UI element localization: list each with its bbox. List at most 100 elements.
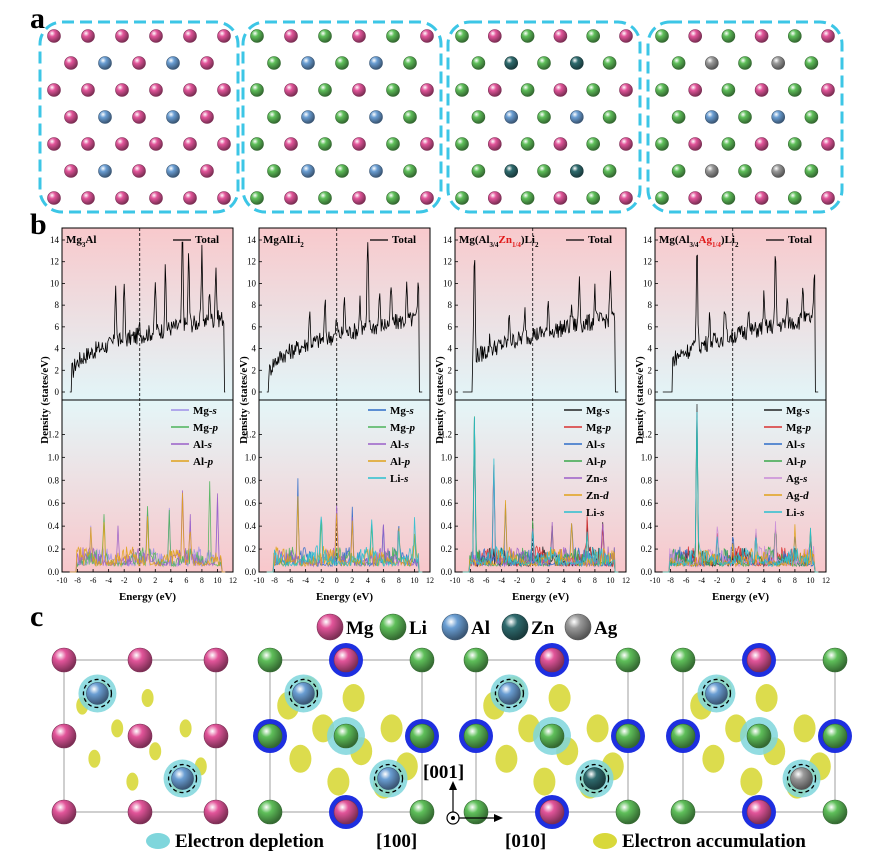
- ytick-label: 0: [252, 387, 257, 397]
- accumulation-lobe: [495, 744, 518, 773]
- atom-mg: [81, 137, 95, 151]
- atom-li: [318, 191, 332, 205]
- atom-mg: [619, 137, 633, 151]
- atom-al: [369, 56, 383, 70]
- atom-mg: [821, 137, 835, 151]
- xtick-label: -8: [467, 576, 474, 585]
- legend-element: Mg-: [586, 405, 606, 417]
- atom-mg: [821, 83, 835, 97]
- accumulation-lobe: [740, 767, 763, 796]
- legend-element: Mg-: [786, 422, 806, 434]
- legend-label-li-s: Li-s: [786, 507, 804, 519]
- ytick-label: 0.8: [641, 475, 653, 485]
- title-part: 2: [300, 241, 304, 249]
- atom-mg: [619, 191, 633, 205]
- ytick-label: 1.2: [245, 429, 256, 439]
- atom-li: [804, 56, 819, 70]
- atom-mg: [217, 29, 231, 43]
- ytick-label: 0.4: [441, 521, 453, 531]
- legend-orbital: s: [605, 405, 610, 417]
- atom-mg: [200, 164, 214, 178]
- ytick-label: 8: [648, 300, 653, 310]
- atom-mg: [200, 56, 214, 70]
- ytick-label: 2: [55, 365, 60, 375]
- atom-mg: [64, 110, 78, 124]
- xtick-label: 6: [381, 576, 385, 585]
- atom-li: [257, 647, 283, 673]
- atom-mg: [688, 29, 703, 43]
- atom-al: [301, 110, 315, 124]
- atom-ag: [771, 56, 786, 70]
- legend-element: Li-: [586, 507, 600, 519]
- xtick-label: 2: [153, 576, 157, 585]
- xtick-label: -10: [650, 576, 661, 585]
- ytick-label: 10: [643, 278, 653, 288]
- xtick-label: 2: [746, 576, 750, 585]
- atom-li: [537, 56, 551, 70]
- legend-element: Al-: [786, 439, 801, 451]
- atom-mg: [487, 29, 502, 43]
- title-part: )Li: [521, 234, 535, 246]
- atom-li: [615, 647, 641, 673]
- atom-mg: [217, 137, 231, 151]
- title-part: Mg(Al: [459, 234, 490, 246]
- legend-ball-ag: [564, 613, 592, 641]
- legend-element-ag: Ag: [594, 618, 618, 639]
- atom-li: [671, 110, 686, 124]
- atom-li: [721, 83, 736, 97]
- ytick-label: 0.8: [48, 475, 60, 485]
- atom-li: [670, 723, 696, 749]
- legend-label-al-s: Al-s: [586, 439, 605, 451]
- atom-mg: [688, 83, 703, 97]
- lattice-box-1: [38, 20, 240, 214]
- atom-li: [520, 191, 535, 205]
- atom-mg: [688, 191, 703, 205]
- dos-panel-1: 0 2 4 6 8 10 12 14 Mg3Al Total: [50, 227, 234, 573]
- ytick-label: 0.0: [441, 567, 453, 577]
- ytick-label: 10: [50, 278, 60, 288]
- atom-zn: [583, 767, 606, 790]
- atom-li: [670, 799, 696, 825]
- legend-ball-mg: [316, 613, 344, 641]
- title-part: Ag: [699, 234, 713, 246]
- atom-mg: [149, 29, 163, 43]
- atom-li: [267, 56, 281, 70]
- legend-element: Zn-: [586, 490, 603, 502]
- legend-element: Ag-: [786, 490, 803, 502]
- ytick-label: 0.8: [245, 475, 257, 485]
- atom-mg: [539, 799, 565, 825]
- atom-mg: [284, 29, 298, 43]
- legend-orbital: s: [207, 439, 212, 451]
- accumulation-lobe: [126, 772, 139, 791]
- atom-mg: [746, 647, 772, 673]
- atom-li: [822, 723, 848, 749]
- accumulation-label: Electron accumulation: [622, 831, 806, 852]
- total-dos-line: [462, 260, 619, 393]
- atom-mg: [47, 137, 61, 151]
- atom-mg: [821, 29, 835, 43]
- atom-ag: [704, 164, 719, 178]
- atom-mg: [115, 137, 129, 151]
- atom-li: [335, 110, 349, 124]
- atom-mg: [81, 29, 95, 43]
- atom-al: [369, 164, 383, 178]
- atom-al: [301, 56, 315, 70]
- accumulation-lobe: [289, 744, 312, 773]
- title-part: 3/4: [490, 241, 499, 249]
- total-dos-line: [662, 254, 819, 393]
- atom-mg: [754, 29, 769, 43]
- legend-element: Mg-: [786, 405, 806, 417]
- ytick-label: 10: [247, 278, 257, 288]
- atom-li: [455, 137, 469, 151]
- pdos-background: [455, 400, 626, 572]
- xtick-label: -4: [302, 576, 309, 585]
- atom-mg: [420, 191, 434, 205]
- legend-element-mg: Mg: [346, 618, 374, 639]
- total-dos-background: [455, 228, 626, 400]
- accumulation-lobe: [149, 742, 162, 761]
- atom-mg: [333, 647, 359, 673]
- title-part: MgAlLi: [263, 234, 300, 246]
- title-part: 1/4: [512, 241, 521, 249]
- xtick-label: 6: [184, 576, 188, 585]
